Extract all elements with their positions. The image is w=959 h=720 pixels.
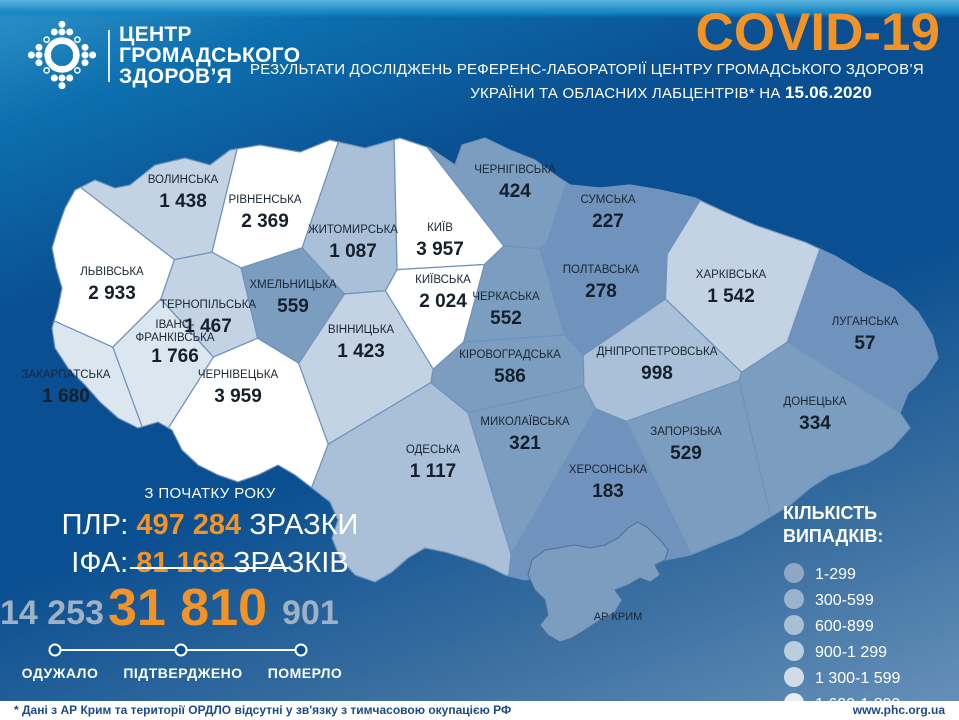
svg-text:ЖИТОМИРСЬКА: ЖИТОМИРСЬКА: [308, 224, 398, 236]
svg-text:1 423: 1 423: [337, 341, 385, 362]
svg-text:2 369: 2 369: [241, 211, 289, 232]
svg-text:300-599: 300-599: [815, 592, 874, 609]
svg-text:2 933: 2 933: [88, 283, 136, 304]
svg-text:529: 529: [670, 443, 702, 464]
svg-text:ФРАНКІВСЬКА: ФРАНКІВСЬКА: [135, 332, 214, 344]
svg-text:ВОЛИНСЬКА: ВОЛИНСЬКА: [148, 174, 219, 186]
svg-text:321: 321: [509, 433, 541, 454]
svg-text:АР КРИМ: АР КРИМ: [594, 611, 643, 623]
svg-text:ЧЕРНІВЕЦЬКА: ЧЕРНІВЕЦЬКА: [198, 369, 279, 381]
svg-text:900-1 299: 900-1 299: [815, 644, 887, 661]
svg-text:РІВНЕНСЬКА: РІВНЕНСЬКА: [228, 194, 301, 206]
svg-text:ЧЕРНІГІВСЬКА: ЧЕРНІГІВСЬКА: [474, 164, 556, 176]
svg-text:ОДЕСЬКА: ОДЕСЬКА: [406, 444, 461, 456]
svg-text:ІВАНО-: ІВАНО-: [155, 319, 194, 331]
svg-text:КІРОВОГРАДСЬКА: КІРОВОГРАДСЬКА: [459, 349, 561, 361]
svg-text:ПОЛТАВСЬКА: ПОЛТАВСЬКА: [563, 264, 640, 276]
svg-text:998: 998: [641, 363, 673, 384]
svg-text:ХАРКІВСЬКА: ХАРКІВСЬКА: [696, 269, 767, 281]
svg-text:57: 57: [854, 333, 875, 354]
svg-text:600-899: 600-899: [815, 618, 874, 635]
svg-text:ДОНЕЦЬКА: ДОНЕЦЬКА: [783, 396, 846, 408]
svg-text:227: 227: [592, 211, 624, 232]
svg-text:586: 586: [494, 366, 526, 387]
svg-text:3 957: 3 957: [416, 239, 464, 260]
svg-text:ЗАКАРПАТСЬКА: ЗАКАРПАТСЬКА: [22, 369, 111, 381]
svg-text:183: 183: [592, 481, 624, 502]
svg-text:ХЕРСОНСЬКА: ХЕРСОНСЬКА: [569, 464, 648, 476]
svg-text:278: 278: [585, 281, 617, 302]
svg-text:1-299: 1-299: [815, 566, 856, 583]
svg-text:2 024: 2 024: [419, 291, 467, 312]
svg-text:424: 424: [499, 181, 531, 202]
svg-text:1 117: 1 117: [410, 461, 457, 482]
svg-text:1 766: 1 766: [151, 346, 199, 367]
svg-text:552: 552: [490, 308, 522, 329]
svg-text:ЛЬВІВСЬКА: ЛЬВІВСЬКА: [80, 266, 144, 278]
svg-text:КИЇВ: КИЇВ: [427, 222, 453, 234]
svg-text:1 438: 1 438: [159, 191, 207, 212]
svg-text:ВІННИЦЬКА: ВІННИЦЬКА: [328, 324, 394, 336]
svg-text:КИЇВСЬКА: КИЇВСЬКА: [415, 274, 471, 286]
svg-text:ЛУГАНСЬКА: ЛУГАНСЬКА: [832, 316, 899, 328]
svg-text:334: 334: [799, 413, 831, 434]
svg-text:559: 559: [277, 296, 309, 317]
svg-text:3 959: 3 959: [214, 386, 262, 407]
svg-text:СУМСЬКА: СУМСЬКА: [580, 194, 635, 206]
svg-text:1 300-1 599: 1 300-1 599: [815, 670, 901, 687]
svg-text:1 087: 1 087: [329, 241, 377, 262]
svg-text:ДНІПРОПЕТРОВСЬКА: ДНІПРОПЕТРОВСЬКА: [597, 346, 718, 358]
svg-text:ТЕРНОПІЛЬСЬКА: ТЕРНОПІЛЬСЬКА: [160, 299, 256, 311]
svg-text:ЗАПОРІЗЬКА: ЗАПОРІЗЬКА: [650, 426, 722, 438]
svg-text:ХМЕЛЬНИЦЬКА: ХМЕЛЬНИЦЬКА: [249, 279, 336, 291]
svg-text:1 542: 1 542: [707, 286, 755, 307]
svg-text:1 680: 1 680: [42, 386, 90, 407]
svg-text:ЧЕРКАСЬКА: ЧЕРКАСЬКА: [472, 291, 540, 303]
svg-text:МИКОЛАЇВСЬКА: МИКОЛАЇВСЬКА: [480, 416, 569, 428]
